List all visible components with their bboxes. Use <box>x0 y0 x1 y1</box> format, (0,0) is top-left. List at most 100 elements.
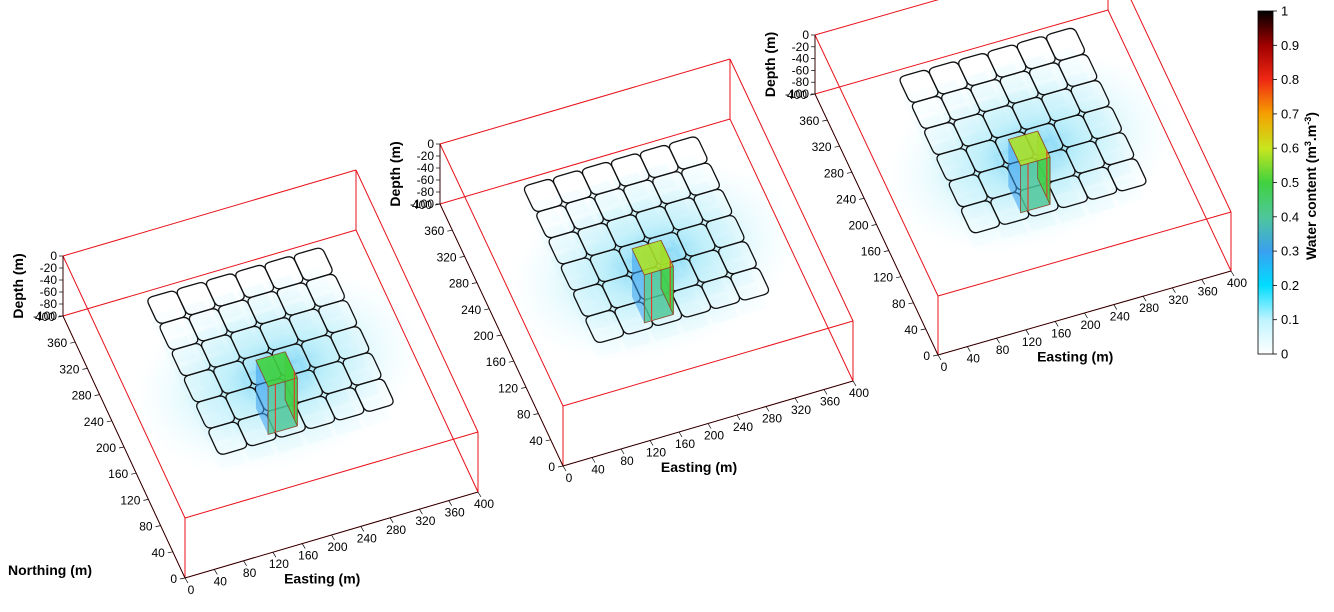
easting-tick-label: 40 <box>214 574 228 588</box>
easting-tick-label: 320 <box>415 514 435 528</box>
colorbar-tick-label: 0.8 <box>1281 72 1299 87</box>
depth-tick-label: -60 <box>417 173 435 187</box>
colorbar-tick-label: 0.2 <box>1281 278 1299 293</box>
water-content-cell <box>1030 80 1067 110</box>
water-content-cell <box>173 361 209 392</box>
water-content-cell <box>930 79 966 110</box>
easting-tick-mark <box>707 423 712 429</box>
easting-tick-label: 80 <box>243 566 257 580</box>
box-edge <box>729 58 854 322</box>
water-content-cell <box>732 286 768 316</box>
depth-ticks: 0-20-40-60-80-100 <box>33 249 63 323</box>
easting-tick-mark <box>360 526 365 532</box>
northing-tick-label: 400 <box>787 88 807 102</box>
box-edge-back <box>1107 9 1232 272</box>
grid-cell <box>1045 27 1086 61</box>
easting-tick-mark <box>184 577 189 584</box>
grid-cell <box>987 44 1027 78</box>
water-content-cell <box>1097 150 1133 180</box>
northing-tick-label: 280 <box>449 277 469 291</box>
box-edge <box>355 169 479 433</box>
northing-tick-mark <box>859 198 865 200</box>
northing-tick-mark <box>834 145 840 148</box>
northing-ticks: 0 40 80 120 160 200 240 280 320 360 400 <box>35 310 186 586</box>
colorbar-tick-label: 0.9 <box>1281 38 1299 53</box>
water-content-cell <box>1055 132 1091 163</box>
easting-tick-label: 240 <box>733 420 753 434</box>
easting-tick-label: 400 <box>849 386 869 400</box>
grid-cell <box>235 264 275 299</box>
colorbar-tick-label: 0.1 <box>1281 312 1299 327</box>
easting-tick-label: 160 <box>298 549 318 563</box>
northing-tick-label: 120 <box>120 493 140 507</box>
northing-tick-label: 240 <box>84 415 104 429</box>
northing-tick-mark <box>94 394 100 396</box>
depth-tick-label: -80 <box>792 75 810 89</box>
easting-tick-label: 0 <box>566 471 573 485</box>
northing-tick-mark <box>822 119 828 122</box>
water-anomaly-block <box>631 239 674 324</box>
water-content-cell <box>161 335 197 365</box>
easting-tick-mark <box>562 465 567 472</box>
water-content-cell <box>579 241 615 271</box>
water-content-cell <box>625 198 661 228</box>
depth-tick-label: -80 <box>40 297 58 311</box>
northing-tick-label: 80 <box>517 408 531 422</box>
easting-tick-label: 200 <box>327 540 347 554</box>
water-content-cell <box>307 292 344 322</box>
colorbar: 0 0.1 0.2 0.3 0.4 0.5 0.6 0.7 0.8 0.9 1 Water cont… <box>1257 4 1319 362</box>
northing-tick-label: 40 <box>529 434 543 448</box>
water-content-cell <box>583 180 619 210</box>
grid-cell <box>552 170 592 204</box>
northing-tick-mark <box>508 360 514 363</box>
northing-tick-mark <box>496 334 502 337</box>
box-edge <box>439 58 731 145</box>
water-content-cell <box>567 215 603 245</box>
water-content-cell <box>295 266 331 296</box>
water-content-cell <box>925 140 962 170</box>
depth-tick-label: -100 <box>410 197 434 211</box>
water-content-cell <box>219 318 256 348</box>
northing-tick-label: 280 <box>824 166 844 180</box>
northing-tick-mark <box>932 354 939 357</box>
northing-tick-mark <box>484 308 490 311</box>
easting-tick-label: 360 <box>445 506 465 520</box>
water-content-cell <box>972 97 1008 127</box>
easting-tick-label: 80 <box>620 454 634 468</box>
water-content-cell <box>266 274 302 305</box>
water-content-cell <box>690 268 726 298</box>
northing-tick-mark <box>447 229 453 232</box>
easting-tick-label: 120 <box>646 446 666 460</box>
easting-ticks: 0 40 80 120 160 200 240 280 320 360 400 <box>937 270 1247 374</box>
water-content-cell <box>178 300 214 331</box>
easting-tick-mark <box>477 491 482 498</box>
depth-axis-label: Depth (m) <box>762 32 778 97</box>
water-content-cell <box>612 172 648 202</box>
water-content-cell <box>574 302 610 332</box>
northing-tick-label: 320 <box>812 140 832 154</box>
water-content-cell <box>344 371 380 401</box>
water-content-cell <box>239 431 275 462</box>
water-content-cell <box>666 215 702 246</box>
easting-axis-label: Easting (m) <box>661 459 737 475</box>
panel-2: 0 40 80 120 160 200 240 280 320 360 400 0 40 80 120 160… <box>387 58 869 485</box>
grid-cell <box>958 53 998 87</box>
easting-tick-mark <box>765 406 770 412</box>
northing-tick-label: 400 <box>412 198 432 212</box>
water-content-cell <box>962 218 999 248</box>
water-content-cell <box>185 387 221 418</box>
water-content-cell <box>202 353 239 383</box>
northing-tick-mark <box>106 420 112 423</box>
water-content-cell <box>332 344 368 375</box>
northing-tick-mark <box>557 465 564 468</box>
grid-cell <box>523 178 563 213</box>
easting-tick-label: 80 <box>996 343 1010 357</box>
northing-tick-label: 40 <box>904 323 918 337</box>
northing-tick-label: 320 <box>437 250 457 264</box>
box-edge-back <box>355 229 479 493</box>
easting-tick-mark <box>1172 287 1176 293</box>
easting-tick-mark <box>1113 304 1118 310</box>
easting-tick-mark <box>678 431 683 438</box>
easting-tick-mark <box>1025 329 1030 335</box>
water-content-cell <box>596 206 632 237</box>
